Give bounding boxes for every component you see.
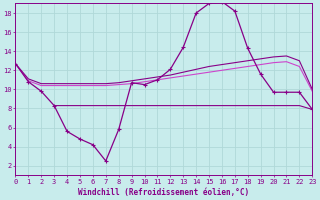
X-axis label: Windchill (Refroidissement éolien,°C): Windchill (Refroidissement éolien,°C) xyxy=(78,188,249,197)
